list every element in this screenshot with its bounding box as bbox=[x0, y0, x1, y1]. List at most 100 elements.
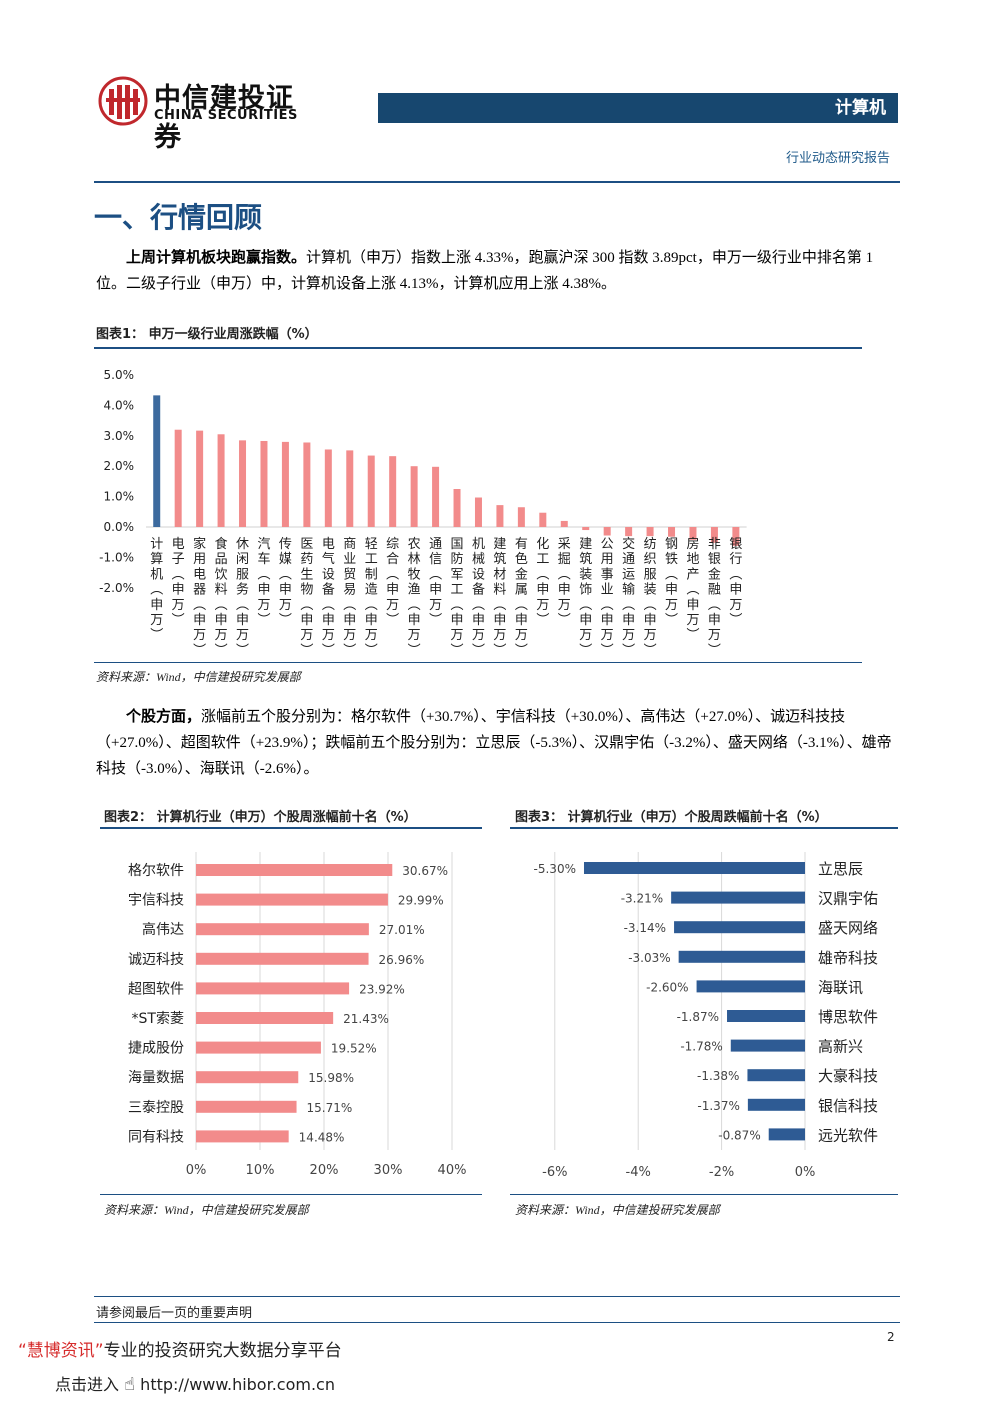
data-label: 29.99% bbox=[398, 894, 444, 908]
y-tick-label: -1.0% bbox=[99, 550, 134, 564]
paragraph-lead: 上周计算机板块跑赢指数。 bbox=[126, 250, 307, 266]
bar bbox=[453, 489, 461, 527]
data-label: 14.48% bbox=[299, 1130, 345, 1144]
report-type: 行业动态研究报告 bbox=[786, 151, 891, 166]
hibor-brand: “慧博资讯” bbox=[18, 1341, 104, 1361]
category-label: 大豪科技 bbox=[818, 1067, 878, 1085]
china-securities-logo-icon bbox=[98, 76, 148, 126]
figure1-source: 资料来源：Wind，中信建投研究发展部 bbox=[96, 670, 301, 684]
bar bbox=[196, 1100, 297, 1113]
category-label: 海量数据 bbox=[128, 1070, 184, 1086]
hibor-link[interactable]: http://www.hibor.com.cn bbox=[140, 1375, 335, 1394]
bar bbox=[174, 429, 182, 527]
sector-header-bar: 计算机 bbox=[378, 93, 898, 123]
x-tick-label: 电子︵申万︶ bbox=[172, 537, 185, 628]
x-tick-label: 传媒︵申万︶ bbox=[279, 537, 292, 628]
bar bbox=[389, 456, 397, 527]
category-label: 雄帝科技 bbox=[818, 949, 878, 967]
figure3-top-rule bbox=[510, 827, 898, 829]
bar bbox=[196, 430, 204, 527]
bar bbox=[710, 527, 718, 543]
bar bbox=[196, 982, 350, 995]
category-label: 高新兴 bbox=[818, 1038, 863, 1056]
x-tick-label: 40% bbox=[438, 1163, 467, 1178]
bar bbox=[496, 505, 504, 527]
bar bbox=[671, 891, 805, 904]
bar bbox=[730, 1039, 805, 1052]
data-label: -3.14% bbox=[624, 921, 666, 935]
bar bbox=[732, 527, 740, 546]
hibor-ad-line2[interactable]: 点击进入 ☝ http://www.hibor.com.cn bbox=[55, 1371, 335, 1395]
bar bbox=[196, 893, 388, 906]
data-label: -1.78% bbox=[680, 1040, 722, 1054]
logo-text-cn: 中信建投证券 bbox=[154, 83, 294, 153]
y-tick-label: 2.0% bbox=[104, 459, 135, 473]
figure3-chart: -6% -4% -2% 0% -5.30% 立思辰 -3.21% 汉鼎宇佑 -3.14% 盛天网络… bbox=[534, 852, 878, 1180]
data-label: 15.71% bbox=[307, 1101, 353, 1115]
bar bbox=[517, 507, 525, 527]
bar bbox=[281, 441, 289, 527]
bar bbox=[539, 512, 547, 527]
hibor-click-label: 点击进入 bbox=[55, 1375, 120, 1394]
bar bbox=[646, 527, 654, 537]
x-tick-label: -4% bbox=[626, 1165, 651, 1180]
data-label: 21.43% bbox=[343, 1012, 389, 1026]
category-label: 银信科技 bbox=[818, 1097, 878, 1115]
footer-rule-bottom bbox=[94, 1322, 900, 1323]
paragraph-body-2: 涨幅前五个股分别为：格尔软件（+30.7%）、宇信科技（+30.0%）、高伟达（… bbox=[96, 709, 892, 777]
bar bbox=[196, 952, 369, 965]
page-number: 2 bbox=[887, 1330, 895, 1344]
x-tick-label: 食品饮料︵申万︶ bbox=[215, 536, 228, 658]
x-tick-label: 医药生物︵申万︶ bbox=[300, 537, 313, 658]
data-label: 26.96% bbox=[379, 953, 425, 967]
bar bbox=[474, 497, 482, 527]
category-label: 诚迈科技 bbox=[128, 952, 184, 968]
bar bbox=[196, 923, 369, 936]
bar bbox=[432, 466, 440, 527]
figure2-title: 图表2： 计算机行业（申万）个股周涨幅前十名（%） bbox=[104, 810, 417, 825]
x-tick-label: 通信︵申万︶ bbox=[429, 537, 442, 628]
data-label: 19.52% bbox=[331, 1042, 377, 1056]
bar bbox=[217, 434, 225, 527]
bar bbox=[196, 1012, 334, 1024]
data-label: -1.38% bbox=[697, 1069, 739, 1083]
x-tick-label: 轻工制造︵申万︶ bbox=[365, 537, 378, 658]
logo-text-en: CHINA SECURITIES bbox=[154, 108, 298, 123]
x-tick-label: 有色金属︵申万︶ bbox=[515, 537, 528, 658]
x-tick-label: 建筑装饰︵申万︶ bbox=[579, 537, 592, 658]
hand-pointer-icon: ☝ bbox=[124, 1374, 136, 1395]
bar bbox=[346, 450, 354, 527]
bar bbox=[582, 527, 590, 531]
paragraph-lead-2: 个股方面， bbox=[126, 709, 202, 725]
figure2-top-rule bbox=[100, 827, 482, 829]
data-label: -2.60% bbox=[646, 980, 688, 994]
x-tick-label: 国防军工︵申万︶ bbox=[451, 537, 464, 658]
x-tick-label: 建筑材料︵申万︶ bbox=[493, 537, 506, 658]
bar bbox=[367, 455, 375, 527]
bar bbox=[410, 466, 418, 527]
x-tick-label: 综合︵申万︶ bbox=[386, 537, 399, 628]
data-label: 30.67% bbox=[402, 864, 448, 878]
bar bbox=[668, 527, 676, 537]
x-tick-label: 0% bbox=[795, 1165, 816, 1180]
y-tick-label: 4.0% bbox=[104, 398, 135, 412]
figure1-title: 图表1： 申万一级行业周涨跌幅（%） bbox=[96, 327, 318, 342]
y-tick-label: -2.0% bbox=[99, 581, 134, 595]
disclaimer-note: 请参阅最后一页的重要声明 bbox=[96, 1306, 253, 1321]
x-tick-label: 休闲服务︵申万︶ bbox=[236, 537, 249, 658]
x-tick-label: 10% bbox=[246, 1163, 275, 1178]
figure3-bottom-rule bbox=[510, 1194, 898, 1195]
x-tick-label: 家用电器︵申万︶ bbox=[193, 536, 206, 658]
figure3-title: 图表3： 计算机行业（申万）个股周跌幅前十名（%） bbox=[515, 810, 828, 825]
x-tick-label: 汽车︵申万︶ bbox=[257, 537, 270, 628]
bar bbox=[689, 527, 697, 540]
data-label: 27.01% bbox=[379, 923, 425, 937]
bar bbox=[696, 980, 805, 993]
section-title: 一、行情回顾 bbox=[94, 201, 263, 234]
figure3-source: 资料来源：Wind，中信建投研究发展部 bbox=[515, 1203, 720, 1217]
data-label: -5.30% bbox=[534, 862, 576, 876]
category-label: 盛天网络 bbox=[818, 919, 878, 937]
category-label: 同有科技 bbox=[128, 1129, 184, 1145]
x-tick-label: 农林牧渔︵申万︶ bbox=[408, 537, 421, 658]
data-label: 15.98% bbox=[308, 1071, 354, 1085]
